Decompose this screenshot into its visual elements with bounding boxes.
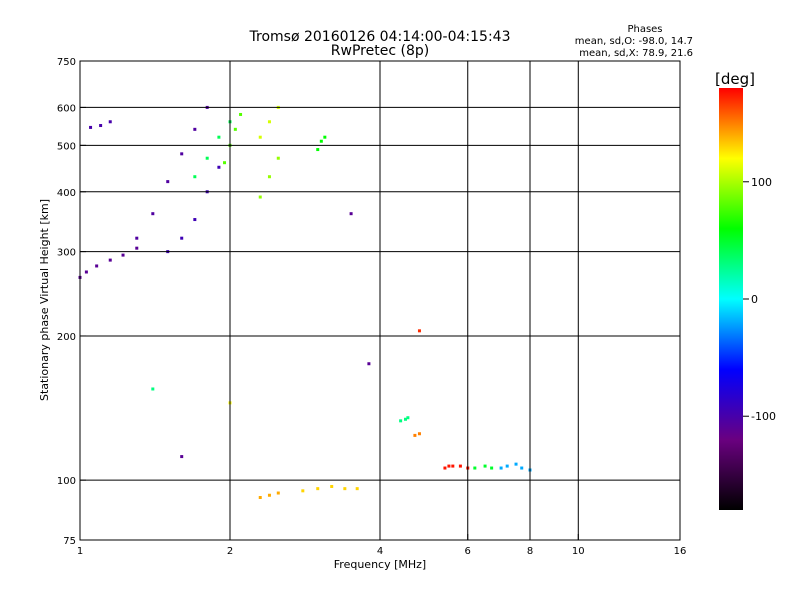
chart-subtitle: RwPretec (8p): [331, 43, 429, 59]
data-point: [316, 487, 320, 491]
data-point: [276, 491, 280, 495]
y-tick-label: 600: [57, 103, 76, 114]
y-tick-label: 750: [57, 57, 76, 68]
data-point: [95, 264, 99, 268]
data-point: [193, 127, 197, 131]
data-point: [99, 124, 103, 128]
data-point: [166, 180, 170, 184]
data-point: [406, 416, 410, 420]
x-tick-label: 4: [377, 546, 383, 557]
data-point: [180, 236, 184, 240]
data-point: [323, 135, 327, 139]
colorbar-tick-label: 0: [751, 293, 758, 306]
colorbar: [719, 88, 743, 510]
colorbar-label: [deg]: [715, 70, 755, 88]
chart-title: Tromsø 20160126 04:14:00-04:15:43: [249, 29, 511, 45]
data-point: [447, 464, 451, 468]
x-tick-label: 16: [674, 546, 687, 557]
data-point: [403, 417, 407, 421]
data-point: [193, 218, 197, 222]
data-point: [267, 493, 271, 497]
y-axis-label: Stationary phase Virtual Height [km]: [38, 199, 51, 401]
data-point: [151, 212, 155, 216]
data-point: [301, 489, 305, 493]
data-point: [458, 464, 462, 468]
data-point: [135, 246, 139, 250]
data-point: [193, 175, 197, 179]
data-point: [514, 462, 518, 466]
data-point: [233, 127, 237, 131]
data-point: [258, 495, 262, 499]
data-point: [108, 120, 112, 124]
data-point: [267, 120, 271, 124]
data-point: [355, 487, 359, 491]
data-point: [121, 253, 125, 257]
x-tick-label: 1: [77, 546, 83, 557]
data-point: [89, 125, 93, 129]
data-point: [316, 148, 320, 152]
y-tick-label: 75: [63, 536, 76, 547]
y-tick-label: 200: [57, 332, 76, 343]
data-point: [180, 152, 184, 156]
data-point: [443, 466, 447, 470]
y-tick-label: 400: [57, 188, 76, 199]
x-tick-label: 6: [465, 546, 471, 557]
data-point: [330, 484, 334, 488]
grid: [80, 61, 680, 540]
data-point: [367, 362, 371, 366]
data-point: [417, 432, 421, 436]
stats-x: mean, sd,X: 78.9, 21.6: [579, 48, 693, 59]
data-point: [276, 156, 280, 160]
data-point: [399, 419, 403, 423]
data-point: [217, 165, 221, 169]
data-point: [239, 112, 243, 116]
stats-heading: Phases: [627, 24, 662, 35]
data-point: [520, 466, 524, 470]
colorbar-tick-label: 100: [751, 176, 772, 189]
data-point: [108, 258, 112, 262]
y-axis: 75 100 200 300 400 500 600 750: [57, 57, 86, 547]
data-point: [343, 487, 347, 491]
x-tick-label: 10: [572, 546, 585, 557]
data-point: [490, 466, 494, 470]
data-point: [451, 464, 455, 468]
data-point: [499, 466, 503, 470]
x-axis: 1 2 4 6 8 10 16: [77, 534, 687, 557]
data-point: [258, 135, 262, 139]
y-tick-label: 100: [57, 476, 76, 487]
data-point: [267, 175, 271, 179]
data-point: [151, 387, 155, 391]
data-point: [135, 236, 139, 240]
data-points: [78, 105, 532, 499]
y-tick-label: 300: [57, 248, 76, 259]
stats-o: mean, sd,O: -98.0, 14.7: [575, 36, 693, 47]
data-point: [217, 135, 221, 139]
data-point: [223, 161, 227, 165]
data-point: [84, 270, 88, 274]
data-point: [413, 433, 417, 437]
data-point: [319, 139, 323, 143]
x-tick-label: 8: [527, 546, 533, 557]
data-point: [349, 212, 353, 216]
data-point: [473, 466, 477, 470]
data-point: [258, 195, 262, 199]
x-tick-label: 2: [227, 546, 233, 557]
data-point: [417, 329, 421, 333]
data-point: [180, 455, 184, 459]
data-point: [483, 464, 487, 468]
y-tick-label: 500: [57, 141, 76, 152]
data-point: [205, 156, 209, 160]
colorbar-axis: 100 0 -100: [743, 176, 776, 423]
colorbar-tick-label: -100: [751, 410, 776, 423]
x-axis-label: Frequency [MHz]: [334, 558, 426, 571]
data-point: [505, 464, 509, 468]
